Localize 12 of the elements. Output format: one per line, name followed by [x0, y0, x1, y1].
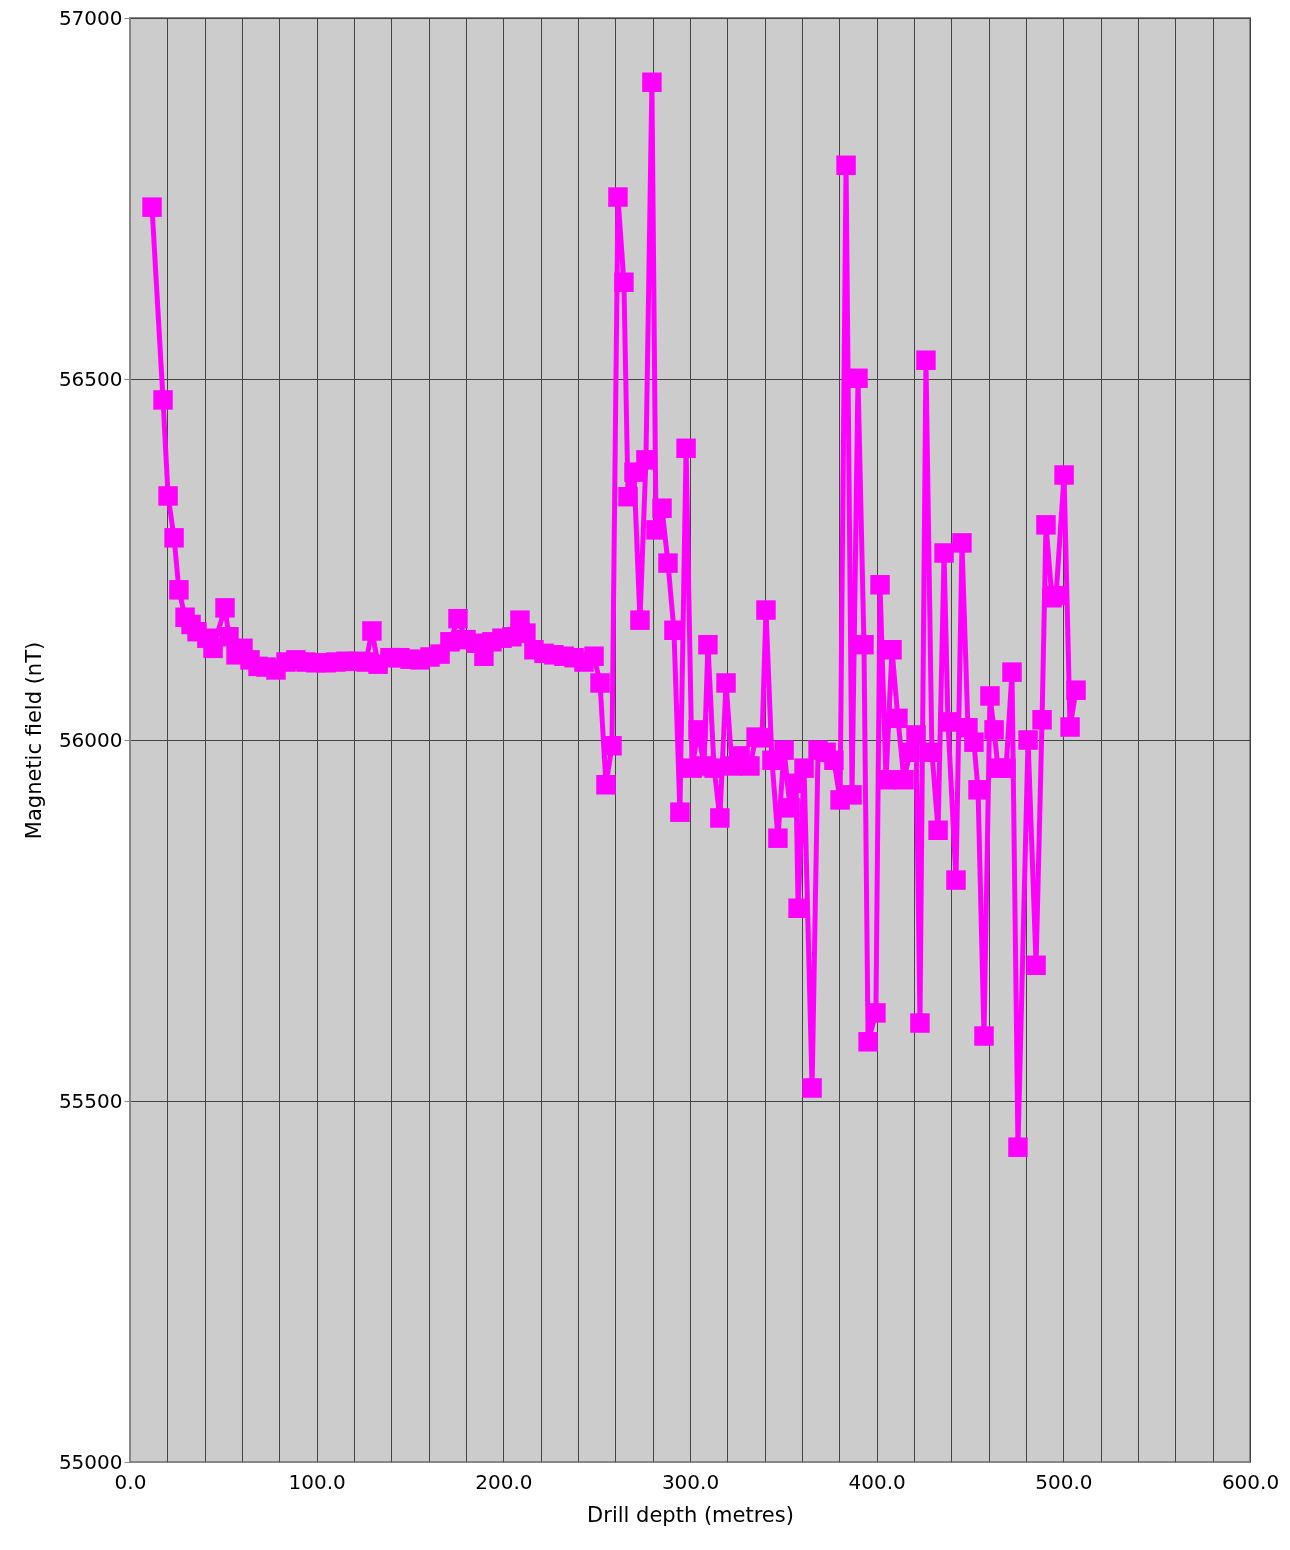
- x-tick-label: 400.0: [848, 1469, 906, 1494]
- y-tick-label: 56000: [58, 727, 123, 752]
- y-tick-label: 57000: [58, 5, 123, 30]
- x-tick-label: 200.0: [475, 1469, 533, 1494]
- x-tick-label: 500.0: [1035, 1469, 1093, 1494]
- x-tick-label: 100.0: [288, 1469, 346, 1494]
- x-axis-title: Drill depth (metres): [587, 1502, 794, 1527]
- y-tick-label: 56500: [58, 366, 123, 391]
- y-tick-label: 55500: [58, 1088, 123, 1113]
- x-tick-label: 600.0: [1221, 1469, 1280, 1494]
- y-axis-title: Magnetic field (nT): [21, 641, 46, 840]
- x-tick-label: 300.0: [661, 1469, 720, 1494]
